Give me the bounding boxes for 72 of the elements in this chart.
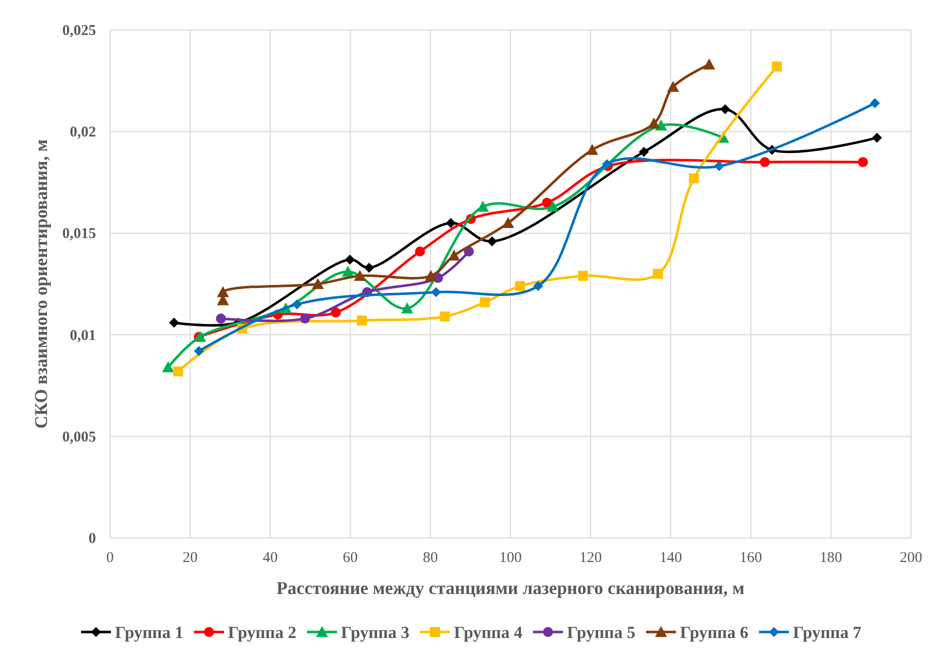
y-tick-label: 0,01: [70, 328, 96, 344]
point: [344, 254, 355, 265]
point: [638, 146, 649, 157]
point: [448, 250, 460, 261]
point: [440, 312, 450, 322]
x-tick-label: 20: [182, 550, 198, 566]
y-tick-label: 0,02: [70, 124, 96, 141]
point: [173, 366, 184, 376]
point: [487, 236, 498, 246]
y-tick-label: 0,005: [62, 429, 96, 446]
point: [533, 281, 544, 292]
point: [542, 198, 552, 208]
y-tick-label: 0,025: [62, 23, 96, 39]
point: [772, 62, 782, 72]
point: [194, 346, 204, 356]
x-tick-label: 120: [579, 550, 602, 566]
point: [648, 117, 660, 128]
point: [356, 316, 367, 326]
point: [688, 173, 699, 184]
point: [476, 200, 489, 212]
x-tick-label: 0: [106, 550, 114, 566]
legend-label: Группа 6: [680, 623, 748, 642]
point: [216, 314, 226, 324]
x-tick-label: 60: [342, 550, 358, 566]
x-tick-label: 140: [659, 550, 682, 566]
point: [401, 302, 414, 314]
point: [330, 307, 341, 318]
point: [872, 132, 882, 143]
x-tick-label: 100: [499, 550, 522, 566]
legend-label: Группа 7: [793, 623, 862, 642]
point: [480, 297, 490, 308]
point: [169, 318, 180, 328]
point: [515, 281, 526, 292]
point: [216, 286, 229, 298]
point: [586, 144, 598, 155]
point: [858, 157, 868, 168]
point: [652, 268, 663, 279]
y-axis-title: СКО взаимного ориентирования, м: [31, 139, 51, 429]
legend-label: Группа 4: [454, 623, 523, 642]
point: [546, 200, 559, 212]
point: [870, 98, 880, 108]
x-tick-label: 180: [820, 550, 842, 566]
point: [194, 330, 206, 342]
point: [354, 270, 366, 281]
x-tick-label: 40: [262, 550, 278, 566]
point: [578, 270, 588, 281]
point: [162, 361, 174, 372]
point: [502, 217, 514, 228]
x-tick-label: 160: [740, 550, 762, 566]
point: [667, 80, 680, 92]
point: [446, 218, 456, 228]
point: [655, 120, 668, 131]
x-tick-label: 200: [900, 550, 922, 566]
point: [300, 314, 310, 324]
point: [364, 262, 374, 273]
point: [714, 161, 724, 172]
y-tick-label: 0: [88, 531, 96, 547]
legend-label: Группа 1: [115, 623, 184, 642]
legend-label: Группа 5: [567, 623, 636, 642]
point: [414, 246, 425, 256]
point: [431, 287, 442, 298]
y-tick-label: 0,015: [62, 226, 96, 242]
point: [312, 278, 324, 289]
point: [424, 270, 437, 281]
legend-label: Группа 2: [228, 623, 296, 642]
point: [720, 104, 730, 114]
legend-label: Группа 3: [341, 623, 410, 642]
point: [703, 58, 716, 70]
x-tick-label: 80: [422, 550, 438, 566]
point: [292, 299, 302, 310]
x-axis-title: Расстояние между станциями лазерного сканирования, м: [276, 578, 744, 598]
point: [760, 157, 770, 168]
